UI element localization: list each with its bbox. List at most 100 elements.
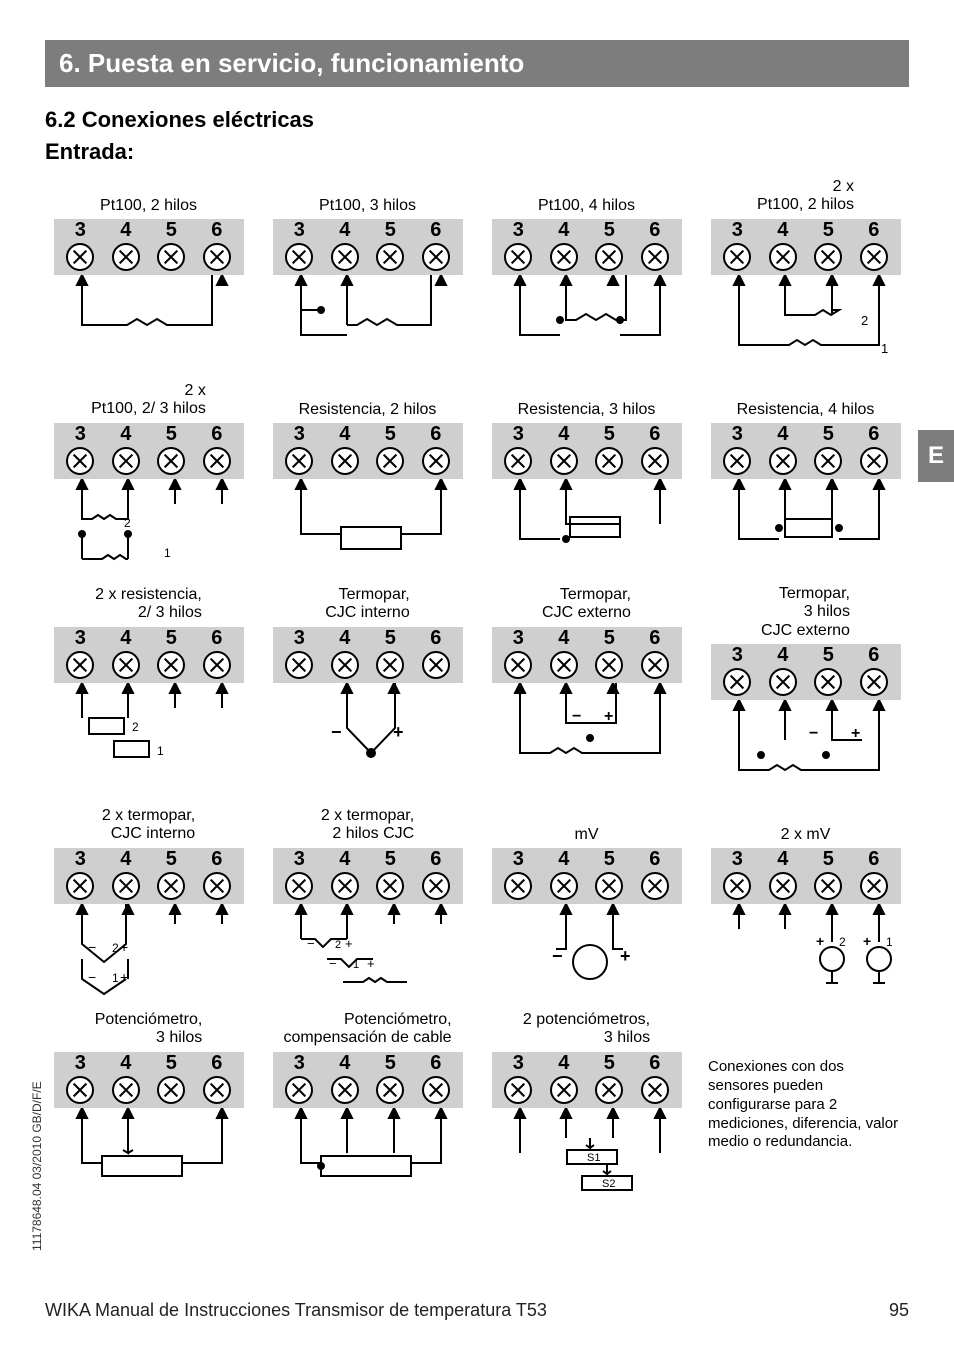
screw-icon	[66, 243, 94, 271]
screw-icon	[203, 1076, 231, 1104]
svg-text:+: +	[120, 939, 128, 955]
terminal-block: 3 4 5 6	[711, 848, 901, 904]
terminal-num: 3	[294, 627, 305, 650]
svg-text:1: 1	[886, 935, 893, 949]
screw-icon	[504, 651, 532, 679]
terminal-num: 3	[294, 219, 305, 242]
label-text: Pt100, 2 hilos	[757, 196, 854, 214]
cell-2x-tc-cjc-int: 2 x termopar,CJC interno 3 4 5 6 −2+ −1+	[45, 806, 252, 996]
label-text: 2 x	[185, 382, 206, 400]
screw-icon	[723, 668, 751, 696]
screw-icon	[66, 1076, 94, 1104]
terminal-block: 3 4 5 6	[492, 848, 682, 904]
screw-icon	[157, 872, 185, 900]
screw-icon	[595, 447, 623, 475]
terminal-block: 3 4 5 6	[273, 219, 463, 275]
terminal-num: 4	[120, 848, 131, 871]
screw-icon	[157, 243, 185, 271]
terminal-num: 5	[604, 627, 615, 650]
svg-text:1: 1	[112, 971, 119, 985]
terminal-num: 4	[558, 1052, 569, 1075]
screw-icon	[723, 243, 751, 271]
screw-icon	[112, 447, 140, 475]
terminal-num: 5	[823, 423, 834, 446]
terminal-num: 5	[385, 1052, 396, 1075]
wiring-diagram	[54, 275, 244, 367]
screw-icon	[504, 1076, 532, 1104]
terminal-num: 3	[75, 627, 86, 650]
terminal-block: 3 4 5 6	[492, 219, 682, 275]
terminal-block: 3 4 5 6	[711, 219, 901, 275]
screw-icon	[769, 447, 797, 475]
screw-icon	[112, 651, 140, 679]
terminal-num: 4	[558, 219, 569, 242]
cell-2x-pt100-2w: 2 xPt100, 2 hilos 3 4 5 6 2 1	[702, 177, 909, 367]
screw-icon	[331, 243, 359, 271]
terminal-num: 5	[166, 423, 177, 446]
input-heading: Entrada:	[45, 139, 909, 165]
footer-title: WIKA Manual de Instrucciones Transmisor …	[45, 1300, 547, 1321]
screw-icon	[112, 243, 140, 271]
wiring-diagram: 2 1	[54, 683, 244, 775]
svg-text:−: −	[552, 946, 563, 966]
svg-text:1: 1	[164, 546, 171, 560]
note-text: Conexiones con dos sensores pueden confi…	[702, 1058, 909, 1152]
screw-icon	[860, 872, 888, 900]
terminal-num: 3	[75, 1052, 86, 1075]
wiring-diagram	[54, 1108, 244, 1200]
terminal-num: 6	[868, 848, 879, 871]
terminal-num: 3	[732, 423, 743, 446]
svg-text:2: 2	[839, 935, 846, 949]
terminal-num: 6	[211, 848, 222, 871]
wiring-diagram	[273, 1108, 463, 1200]
terminal-num: 5	[823, 644, 834, 667]
screw-icon	[157, 447, 185, 475]
terminal-num: 4	[777, 848, 788, 871]
wiring-diagram	[273, 479, 463, 571]
svg-text:+: +	[367, 956, 375, 971]
cell-pt100-4w: Pt100, 4 hilos 3 4 5 6	[483, 177, 690, 367]
terminal-num: 4	[339, 1052, 350, 1075]
svg-text:−: −	[88, 939, 96, 955]
terminal-num: 6	[430, 848, 441, 871]
subsection-heading: 6.2 Conexiones eléctricas	[45, 107, 909, 133]
terminal-num: 5	[604, 423, 615, 446]
terminal-num: 4	[558, 848, 569, 871]
cell-tc-cjc-ext: Termopar,CJC externo 3 4 5 6 − +	[483, 585, 690, 792]
svg-text:S2: S2	[602, 1178, 615, 1190]
screw-icon	[331, 651, 359, 679]
label-text: Resistencia, 3 hilos	[518, 401, 656, 419]
terminal-num: 3	[732, 219, 743, 242]
terminal-num: 3	[75, 423, 86, 446]
terminal-block: 3 4 5 6	[54, 848, 244, 904]
label-text: Pt100, 2/ 3 hilos	[91, 400, 206, 418]
terminal-num: 4	[777, 423, 788, 446]
screw-icon	[203, 872, 231, 900]
screw-icon	[376, 1076, 404, 1104]
terminal-num: 3	[75, 848, 86, 871]
svg-text:+: +	[851, 725, 860, 742]
svg-text:2: 2	[861, 313, 868, 328]
svg-text:+: +	[393, 722, 404, 742]
screw-icon	[769, 668, 797, 696]
terminal-num: 6	[430, 219, 441, 242]
terminal-num: 6	[649, 848, 660, 871]
screw-icon	[595, 651, 623, 679]
label-text: Potenciómetro,	[95, 1011, 203, 1029]
cell-2x-pot-3w: 2 potenciómetros,3 hilos 3 4 5 6 S1 S2	[483, 1010, 690, 1200]
cell-tc-3w-cjc-ext: Termopar,3 hilosCJC externo 3 4 5 6 − +	[702, 585, 909, 792]
screw-icon	[285, 447, 313, 475]
wiring-diagram: −2+ −1+	[54, 904, 244, 996]
label-text: CJC externo	[761, 622, 850, 640]
screw-icon	[422, 447, 450, 475]
terminal-num: 6	[868, 423, 879, 446]
wiring-diagram: − +	[273, 683, 463, 775]
screw-icon	[769, 243, 797, 271]
label-text: Pt100, 2 hilos	[100, 197, 197, 215]
cell-note: Conexiones con dos sensores pueden confi…	[702, 1010, 909, 1200]
screw-icon	[550, 243, 578, 271]
screw-icon	[860, 243, 888, 271]
label-text: Termopar,	[560, 586, 631, 604]
terminal-block: 3 4 5 6	[492, 1052, 682, 1108]
cell-pt100-3w: Pt100, 3 hilos 3 4 5 6	[264, 177, 471, 367]
